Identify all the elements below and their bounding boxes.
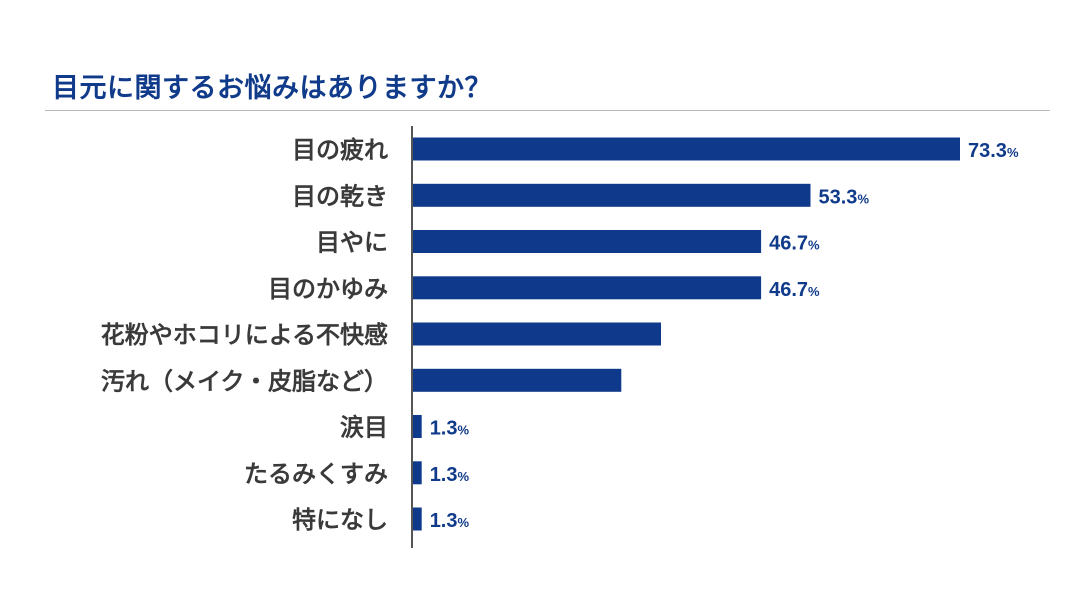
data-label: 46.7% [769,279,820,301]
category-label: 汚れ（メイク・皮脂など） [101,367,388,395]
bar-8 [412,461,422,485]
bar-7 [412,415,422,438]
bar-9 [412,507,422,531]
data-label: 46.7% [769,233,820,255]
data-label-unit: % [808,284,820,299]
data-label-unit: % [458,423,470,438]
data-label: 1.3% [430,510,470,532]
data-label-value: 1.3 [430,510,458,532]
data-label-unit: % [857,191,869,206]
data-label-value: 1.3 [430,464,458,486]
category-label: たるみくすみ [244,460,388,488]
data-label-unit: % [1007,145,1019,160]
bar-5 [412,322,661,346]
category-label: 目の疲れ [292,136,388,164]
data-label-value: 1.3 [430,418,458,440]
category-label: 目の乾き [292,182,388,210]
category-label: 特になし [292,506,388,534]
data-label: 1.3% [430,418,470,440]
chart-title: 目元に関するお悩みはありますか？ [52,73,492,104]
bar-3 [412,230,762,253]
bar-2 [412,183,811,207]
data-label: 1.3% [430,464,470,486]
data-label-unit: % [458,469,470,484]
data-label-value: 53.3 [819,186,858,208]
category-label: 目のかゆみ [268,275,388,303]
data-label-unit: % [808,238,820,253]
data-label: 73.3% [968,140,1019,162]
data-label-value: 73.3 [968,140,1007,162]
data-label: 53.3% [819,186,870,208]
data-label-unit: % [458,515,470,530]
bar-4 [412,276,762,300]
data-label-value: 46.7 [769,279,808,301]
category-label: 花粉やホコリによる不快感 [101,321,388,349]
data-label-value: 46.7 [769,233,808,255]
bar-1 [412,137,960,161]
bar-6 [412,368,622,392]
title-divider [45,110,1050,111]
category-label: 涙目 [340,414,388,442]
category-label: 目やに [316,229,388,257]
